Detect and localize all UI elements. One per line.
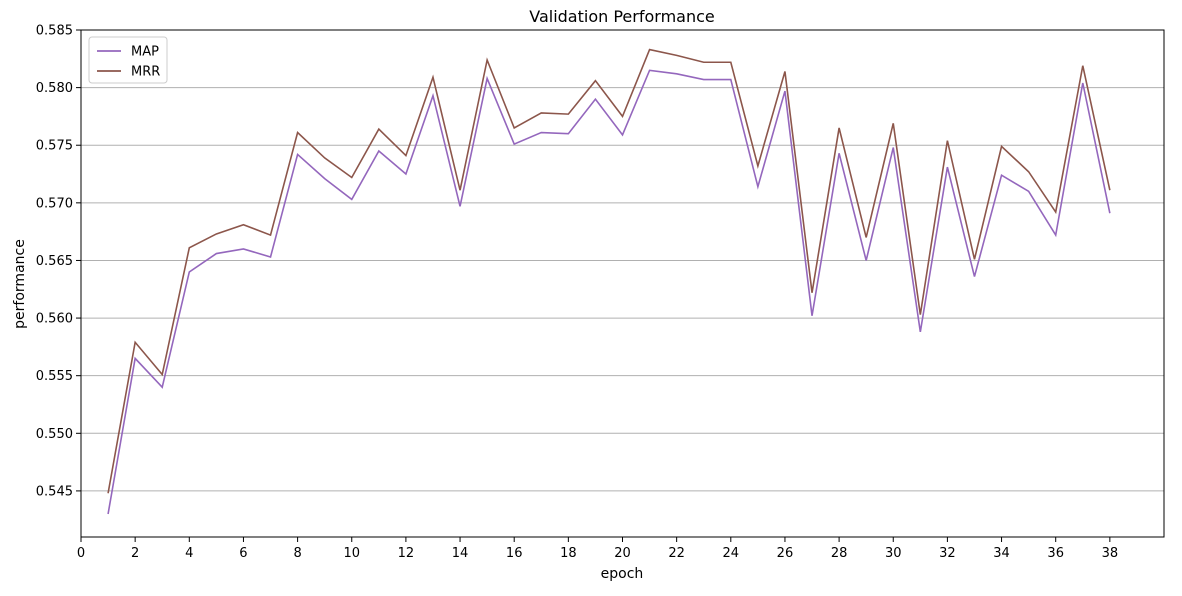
grid-lines: [81, 29, 1164, 492]
x-tick-label: 28: [831, 546, 848, 561]
legend: MAP MRR: [88, 36, 168, 84]
legend-label-mrr: MRR: [131, 65, 160, 80]
y-tick-label: 0.550: [36, 427, 73, 442]
x-axis-label: epoch: [601, 566, 644, 582]
x-tick-label: 10: [343, 546, 360, 561]
x-tick-label: 8: [293, 546, 301, 561]
x-tick-label: 24: [723, 546, 740, 561]
y-tick-label: 0.560: [36, 312, 73, 327]
y-tick-label: 0.570: [36, 196, 73, 211]
y-tick-label: 0.580: [36, 81, 73, 96]
series-line-mrr: [107, 48, 1111, 494]
x-tick-label: 16: [506, 546, 523, 561]
x-tick-label: 26: [777, 546, 794, 561]
x-tick-label: 22: [668, 546, 685, 561]
legend-label-map: MAP: [131, 45, 159, 60]
x-tick-label: 34: [993, 546, 1010, 561]
plot-area-frame: [80, 29, 1165, 538]
x-axis-ticks: 0 2 4 6 8 10 12 14 16 18 20 22 24 26 28 30 32 34 36 38: [77, 537, 1118, 561]
x-tick-label: 4: [185, 546, 193, 561]
y-tick-label: 0.545: [36, 484, 73, 499]
y-tick-label: 0.585: [36, 24, 73, 39]
x-tick-label: 18: [560, 546, 577, 561]
series-line-map: [107, 69, 1111, 515]
chart-title: Validation Performance: [529, 7, 714, 26]
x-tick-label: 6: [239, 546, 247, 561]
series-lines: [107, 48, 1111, 515]
x-tick-label: 12: [398, 546, 415, 561]
x-tick-label: 20: [614, 546, 631, 561]
y-axis-label: performance: [12, 239, 28, 329]
x-tick-label: 36: [1047, 546, 1064, 561]
y-tick-label: 0.575: [36, 139, 73, 154]
y-axis-ticks: 0.545 0.550 0.555 0.560 0.565 0.570 0.575 0.580…: [36, 24, 81, 499]
x-tick-label: 14: [452, 546, 469, 561]
x-tick-label: 38: [1102, 546, 1119, 561]
y-tick-label: 0.555: [36, 369, 73, 384]
x-tick-label: 30: [885, 546, 902, 561]
x-tick-label: 0: [77, 546, 85, 561]
x-tick-label: 32: [939, 546, 956, 561]
y-tick-label: 0.565: [36, 254, 73, 269]
x-tick-label: 2: [131, 546, 139, 561]
